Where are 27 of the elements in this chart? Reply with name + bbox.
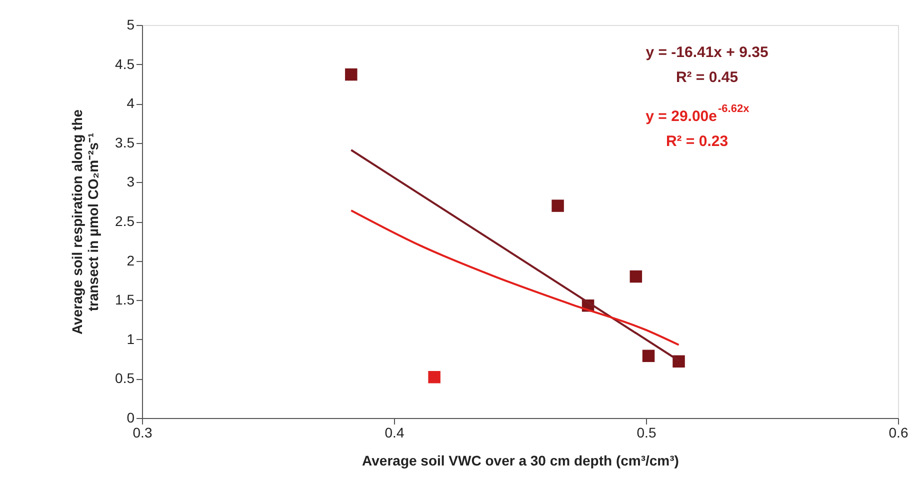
y-tick-label: 1.5	[115, 292, 135, 308]
line-series	[350, 209, 680, 346]
x-tick-label: 0.6	[888, 424, 908, 440]
x-tick-label: 0.3	[132, 424, 152, 440]
x-axis-title: Average soil VWC over a 30 cm depth (cm³/cm³)	[362, 452, 679, 468]
point	[552, 200, 564, 212]
y-tick-label: 1	[126, 330, 135, 347]
y-tick-label: 2.5	[115, 213, 135, 229]
point	[428, 371, 440, 384]
point	[642, 350, 655, 362]
y-tick-label: 4.5	[115, 56, 135, 72]
y-tick-label: 2	[126, 252, 135, 268]
y-tick-label: 3	[126, 174, 135, 190]
annotation: y = -16.41x + 9.35	[646, 44, 768, 61]
y-tick-label: 0.5	[115, 370, 135, 386]
point	[672, 355, 685, 368]
point	[630, 270, 642, 283]
annotation: R² = 0.45	[676, 69, 738, 86]
y-tick-label: 3.5	[115, 134, 135, 150]
x-tick-label: 0.5	[636, 424, 656, 440]
y-tick-label: 0	[126, 410, 135, 426]
y-tick-label: 5	[126, 16, 135, 32]
annotation: R² = 0.23	[666, 133, 728, 150]
x-tick-label: 0.4	[384, 424, 404, 440]
y-tick-label: 4	[126, 95, 135, 112]
point	[345, 68, 358, 81]
y-axis-title: Average soil respiration along the transect in µmol CO₂m⁻²s⁻¹	[69, 109, 102, 335]
